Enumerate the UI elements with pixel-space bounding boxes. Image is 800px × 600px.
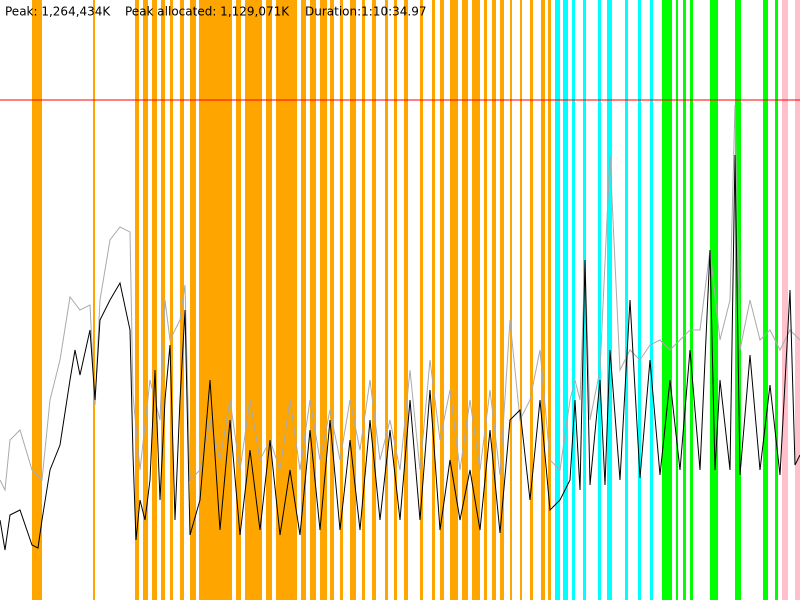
phase-band: [245, 0, 262, 600]
phase-band: [161, 0, 165, 600]
phase-band: [555, 0, 560, 600]
phase-band: [432, 0, 435, 600]
phase-band: [710, 0, 718, 600]
phase-band: [607, 0, 612, 600]
phase-band: [484, 0, 487, 600]
phase-band: [32, 0, 42, 600]
phase-band: [135, 0, 139, 600]
phase-band: [190, 0, 196, 600]
phase-band: [450, 0, 458, 600]
phase-band: [492, 0, 496, 600]
phase-band: [690, 0, 693, 600]
phase-band: [350, 0, 356, 600]
phase-band: [598, 0, 601, 600]
phase-band: [372, 0, 376, 600]
phase-band: [330, 0, 334, 600]
phase-band: [394, 0, 397, 600]
phase-band: [683, 0, 686, 600]
phase-band: [301, 0, 306, 600]
phase-band: [625, 0, 628, 600]
stat-label: Peak: 1,264,434K: [5, 5, 111, 19]
phase-band: [440, 0, 444, 600]
phase-band: [662, 0, 672, 600]
phase-band: [310, 0, 316, 600]
phase-band: [572, 0, 575, 600]
phase-band: [180, 0, 184, 600]
phase-band: [510, 0, 512, 600]
phase-band: [236, 0, 241, 600]
phase-band: [520, 0, 522, 600]
phase-band: [735, 0, 741, 600]
phase-band: [676, 0, 678, 600]
phase-band: [775, 0, 778, 600]
phase-band: [340, 0, 343, 600]
phase-band: [385, 0, 388, 600]
phase-band: [320, 0, 327, 600]
phase-band: [763, 0, 768, 600]
phase-band: [638, 0, 641, 600]
phase-band: [462, 0, 468, 600]
phase-band: [563, 0, 568, 600]
phase-band: [93, 0, 95, 600]
memory-line: [0, 154, 800, 551]
phase-band: [420, 0, 423, 600]
phase-band: [266, 0, 272, 600]
memory-line: [0, 104, 800, 492]
stat-label: Peak allocated: 1,129,071K: [125, 5, 290, 19]
phase-band: [782, 0, 788, 600]
phase-band: [650, 0, 653, 600]
phase-band: [170, 0, 173, 600]
phase-band: [276, 0, 297, 600]
phase-band: [472, 0, 480, 600]
stat-label: Duration:1:10:34.97: [305, 5, 427, 19]
phase-band: [143, 0, 148, 600]
phase-band: [362, 0, 365, 600]
phase-band: [548, 0, 551, 600]
phase-band: [152, 0, 157, 600]
phase-band: [500, 0, 504, 600]
phase-band: [199, 0, 232, 600]
phase-band: [530, 0, 533, 600]
phase-band: [795, 0, 800, 600]
phase-band: [404, 0, 408, 600]
phase-band: [541, 0, 545, 600]
